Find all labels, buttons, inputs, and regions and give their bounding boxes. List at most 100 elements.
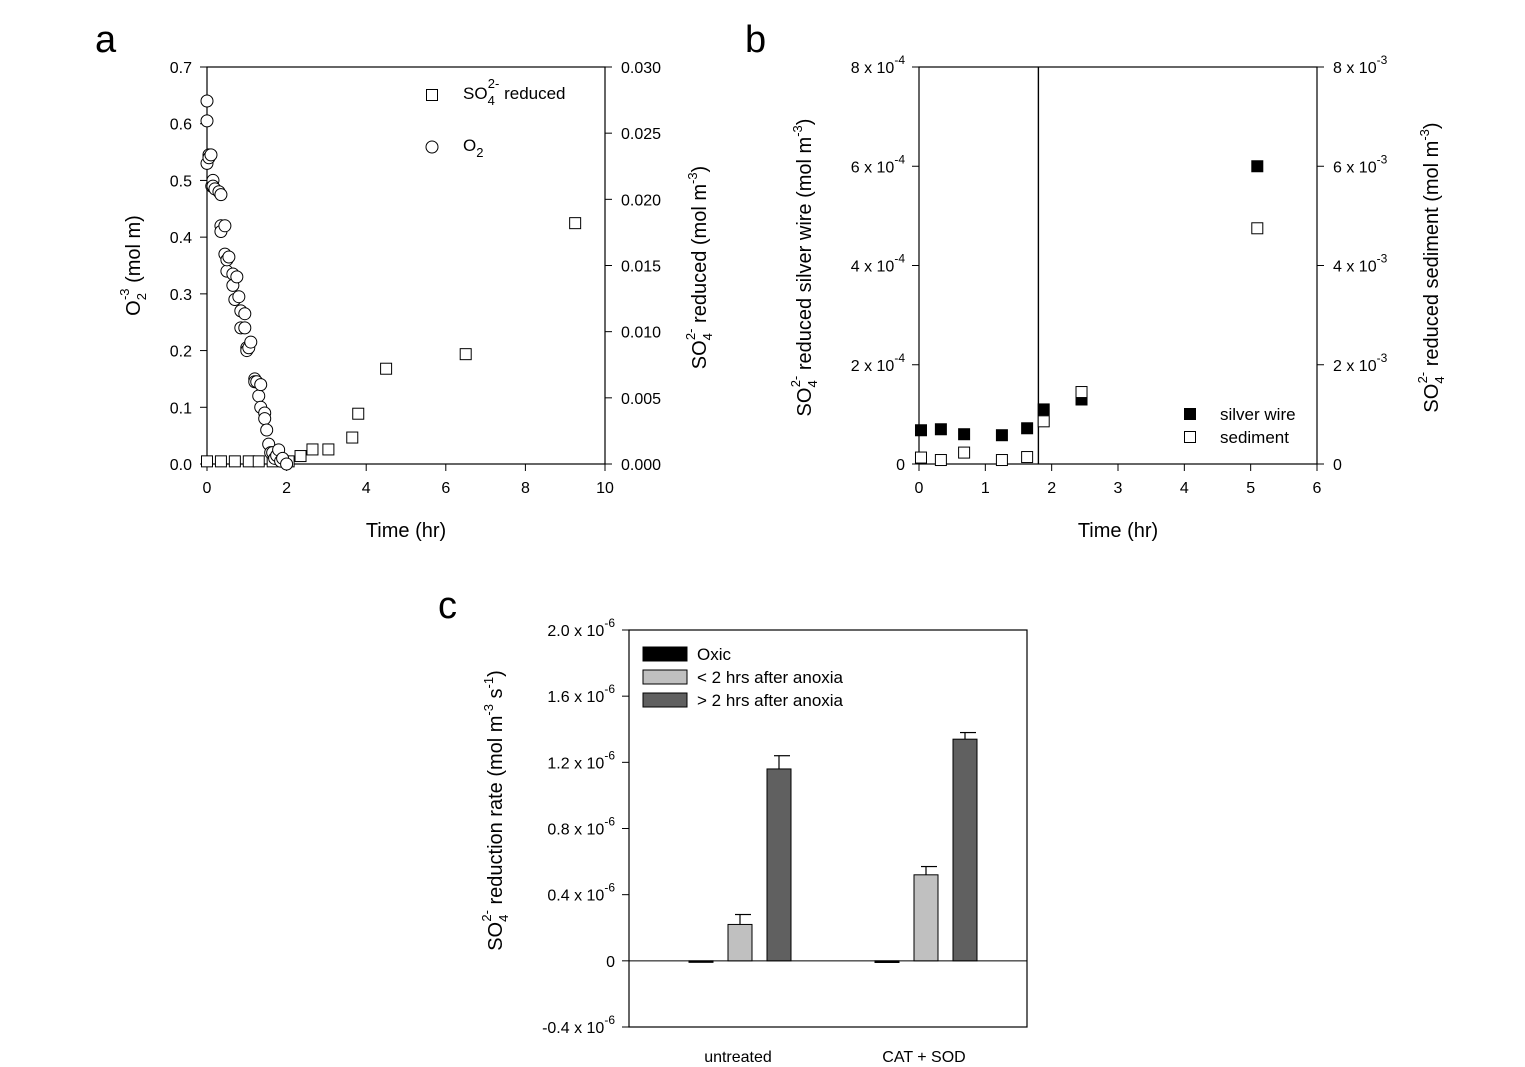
y-tick-label: 0.2 [170,344,192,361]
data-point [201,455,213,468]
data-point [228,455,241,468]
plot-frame [206,66,606,465]
data-point [995,429,1008,442]
panel-label-b: b [745,19,766,61]
legend-marker [425,140,439,154]
x-axis-title: Time (hr) [366,520,446,542]
data-point [242,455,255,468]
data-point [230,270,244,284]
y-tick-label: 6 x 10-4 [851,152,906,176]
y2-tick-label: 0.015 [621,259,661,276]
y2-tick-label: 0.020 [621,192,661,209]
data-point [569,217,582,230]
x-tick-label: 1 [981,480,990,497]
chart-panel-a: 0 2 4 6 8 10 0.0 0.1 0.2 0.3 0.4 0.5 0.6 0.7 0.000 0.00… [117,60,715,542]
data-point [244,335,258,349]
y-tick-label: 0.0 [170,457,192,474]
data-point [380,362,393,375]
data-point [218,219,232,233]
y-tick-label: 2 x 10-4 [851,351,906,375]
y2-tick-label: 0.025 [621,126,661,143]
x-axis-title: Time (hr) [1078,520,1158,542]
x-tick-label: 0 [203,480,212,497]
bar [766,768,792,962]
data-point [995,454,1008,467]
x-tick-label: 5 [1246,480,1255,497]
data-point [459,348,472,361]
y-tick-label: 0.4 x 10-6 [547,881,615,905]
x-tick-label: 8 [521,480,530,497]
y2-tick-label: 0.010 [621,325,661,342]
x-tick-label: 4 [1180,480,1189,497]
legend-marker [1184,408,1196,420]
legend-swatch [642,692,688,708]
y-tick-label: 0.8 x 10-6 [547,815,615,839]
data-point [280,457,294,471]
x-category-label: untreated [704,1049,772,1066]
y2-axis-title: SO42-​ reduced (mol m-3​) [683,166,715,369]
y-tick-label: 0.3 [170,287,192,304]
data-point [958,446,971,459]
y2-tick-label: 0.005 [621,391,661,408]
y-tick-label: 1.2 x 10-6 [547,748,615,772]
y-tick-label: 0.1 [170,400,192,417]
legend-swatch [642,669,688,685]
data-point [200,94,214,108]
y-tick-label: 0 [896,457,905,474]
chart-panel-b: 0 1 2 3 4 5 602 x 10-44 x 10-46 x 10-48 x 10-4… [788,53,1447,542]
bar [688,960,714,963]
x-tick-label: 4 [362,480,371,497]
x-tick-label: 3 [1114,480,1123,497]
y-axis-title: SO42-​ reduction rate (mol m-3​ s-1​) [479,670,511,951]
x-tick-label: 10 [596,480,614,497]
data-point [258,412,272,426]
data-point [260,423,274,437]
data-point [306,443,319,456]
data-point [914,424,927,437]
legend: Oxic < 2 hrs after anoxia > 2 hrs after an… [642,645,844,710]
panel-label-c: c [438,585,457,627]
y2-tick-label: 6 x 10-3 [1333,152,1388,176]
y-tick-label: 8 x 10-4 [851,53,906,77]
bar [727,923,753,962]
y-tick-label: 0.5 [170,173,192,190]
legend-label: Oxic [697,645,732,664]
y-axis-title: O2-3​ (mol m) [117,215,149,316]
x-tick-label: 2 [1047,480,1056,497]
legend-marker [1184,431,1196,443]
legend-marker [426,89,438,101]
y-tick-label: 2.0 x 10-6 [547,616,615,640]
x-tick-label: 6 [1313,480,1322,497]
legend: SO42-​ reduced O2​ [425,76,566,160]
data-point [346,431,359,444]
data-point [222,250,236,264]
data-point [934,423,947,436]
y2-tick-label: 4 x 10-3 [1333,252,1388,276]
y-tick-label: 0 [606,954,615,971]
legend-label: sediment [1220,428,1289,447]
x-tick-label: 2 [282,480,291,497]
data-point [1251,222,1264,235]
legend-label: O2​ [463,136,483,160]
legend: silver wire sediment [1184,405,1296,447]
y2-tick-label: 0.030 [621,60,661,77]
x-category-label: CAT + SOD [882,1049,965,1066]
y-tick-label: 1.6 x 10-6 [547,682,615,706]
data-point [254,378,268,392]
data-point [322,443,335,456]
y2-tick-label: 2 x 10-3 [1333,351,1388,375]
data-point [1021,422,1034,435]
bar [913,874,939,962]
y2-axis-title: SO42-​ reduced sediment (mol m-3​) [1415,122,1447,412]
chart-panel-c: -0.4 x 10-6 0 0.4 x 10-6 0.8 x 10-6 1.2 x 10… [479,616,1028,1066]
legend-label: silver wire [1220,405,1296,424]
y2-tick-label: 8 x 10-3 [1333,53,1388,77]
legend-label: < 2 hrs after anoxia [697,668,844,687]
bar [952,738,978,962]
data-point [934,454,947,467]
data-point [238,321,252,335]
data-point [1037,403,1050,416]
legend-swatch [642,646,688,662]
y-tick-label: 0.7 [170,60,192,77]
y-tick-label: -0.4 x 10-6 [542,1013,615,1037]
